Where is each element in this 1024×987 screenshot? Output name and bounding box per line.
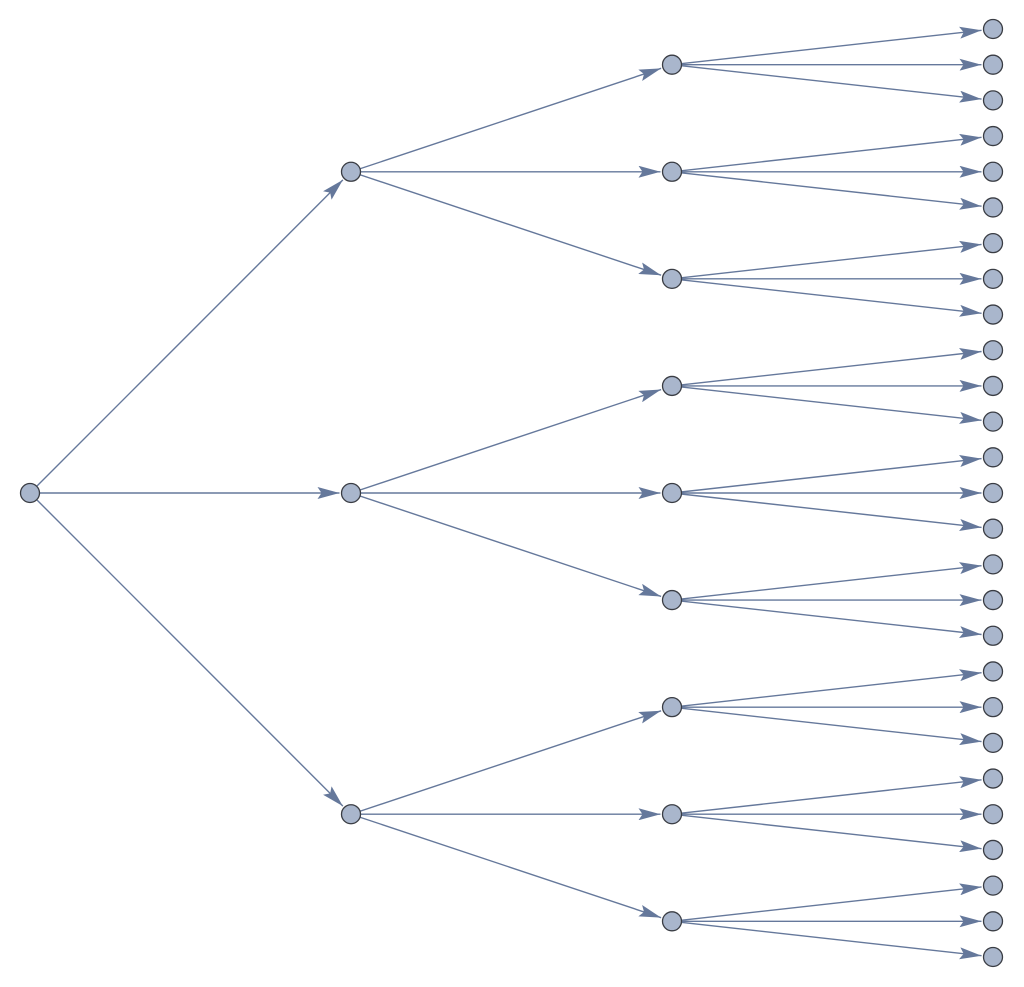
node: [982, 125, 1004, 147]
node: [982, 411, 1004, 432]
node: [982, 804, 1004, 825]
node: [340, 482, 362, 504]
node: [661, 589, 683, 611]
edge-arrow: [29, 179, 344, 494]
edge-arrow: [350, 813, 662, 919]
edge-arrow: [671, 776, 982, 815]
edge-arrow: [671, 920, 982, 960]
edge-arrow: [350, 388, 662, 494]
node: [982, 911, 1004, 932]
node: [982, 589, 1004, 611]
edge-arrow: [671, 240, 982, 280]
node: [982, 375, 1004, 397]
nodes: [19, 18, 1004, 968]
node: [982, 518, 1004, 539]
node: [982, 304, 1004, 325]
edge-arrow: [29, 492, 344, 807]
edge-arrow: [350, 171, 662, 276]
node: [661, 804, 683, 825]
edge-arrow: [350, 67, 662, 173]
node: [661, 54, 683, 75]
edge-arrow: [671, 492, 982, 531]
node: [661, 375, 683, 397]
node: [982, 90, 1004, 111]
edges: [29, 26, 982, 960]
edge-arrow: [671, 63, 982, 103]
edge-arrow: [671, 669, 982, 708]
node: [19, 482, 41, 504]
node: [982, 447, 1004, 468]
node: [982, 268, 1004, 289]
edge-arrow: [671, 813, 982, 853]
node: [982, 340, 1004, 361]
node: [982, 197, 1004, 218]
edge-arrow: [671, 706, 982, 746]
node: [661, 268, 683, 289]
edge-arrow: [671, 133, 982, 173]
node: [340, 804, 362, 825]
edge-arrow: [671, 599, 982, 639]
node: [982, 54, 1004, 75]
edge-arrow: [671, 347, 982, 387]
node: [982, 697, 1004, 718]
node: [982, 732, 1004, 753]
node: [982, 875, 1004, 896]
edge-arrow: [350, 492, 662, 598]
edge-arrow: [671, 26, 982, 66]
edge-arrow: [671, 883, 982, 923]
node: [661, 161, 683, 182]
node: [982, 768, 1004, 789]
node: [982, 625, 1004, 646]
node: [661, 697, 683, 718]
edge-arrow: [671, 278, 982, 317]
edge-arrow: [671, 171, 982, 210]
node: [982, 482, 1004, 504]
node: [982, 839, 1004, 861]
edge-arrow: [671, 385, 982, 424]
node: [982, 661, 1004, 682]
node: [982, 18, 1004, 40]
edge-arrow: [350, 710, 662, 815]
node: [982, 161, 1004, 182]
node: [340, 161, 362, 182]
node: [661, 911, 683, 932]
edge-arrow: [671, 455, 982, 494]
node: [661, 482, 683, 504]
node: [982, 233, 1004, 254]
node: [982, 554, 1004, 575]
edge-arrow: [671, 562, 982, 601]
node: [982, 946, 1004, 968]
